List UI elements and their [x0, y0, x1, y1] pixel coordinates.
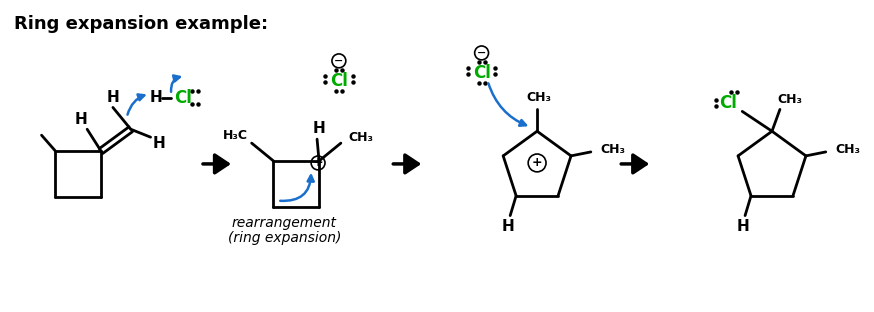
Text: H: H: [313, 121, 325, 136]
Text: rearrangement: rearrangement: [232, 217, 336, 230]
Text: H: H: [502, 219, 515, 234]
Text: +: +: [313, 156, 323, 169]
Text: CH₃: CH₃: [777, 93, 802, 106]
Text: CH₃: CH₃: [526, 91, 551, 104]
Text: CH₃: CH₃: [348, 131, 373, 144]
Text: +: +: [531, 156, 543, 169]
Text: H: H: [737, 219, 750, 234]
Text: CH₃: CH₃: [600, 144, 625, 156]
Text: −: −: [477, 48, 486, 58]
Text: CH₃: CH₃: [835, 144, 860, 156]
Text: Cl: Cl: [719, 95, 738, 112]
Text: H₃C: H₃C: [224, 129, 248, 142]
Text: Cl: Cl: [473, 64, 490, 82]
Text: Ring expansion example:: Ring expansion example:: [14, 15, 268, 33]
Text: Cl: Cl: [330, 72, 348, 90]
Text: H: H: [107, 90, 119, 105]
Text: −: −: [334, 56, 343, 66]
Text: H: H: [149, 90, 162, 105]
Text: Cl: Cl: [174, 89, 192, 106]
Text: (ring expansion): (ring expansion): [228, 231, 341, 245]
Text: H: H: [152, 136, 165, 151]
Text: H: H: [75, 112, 87, 127]
